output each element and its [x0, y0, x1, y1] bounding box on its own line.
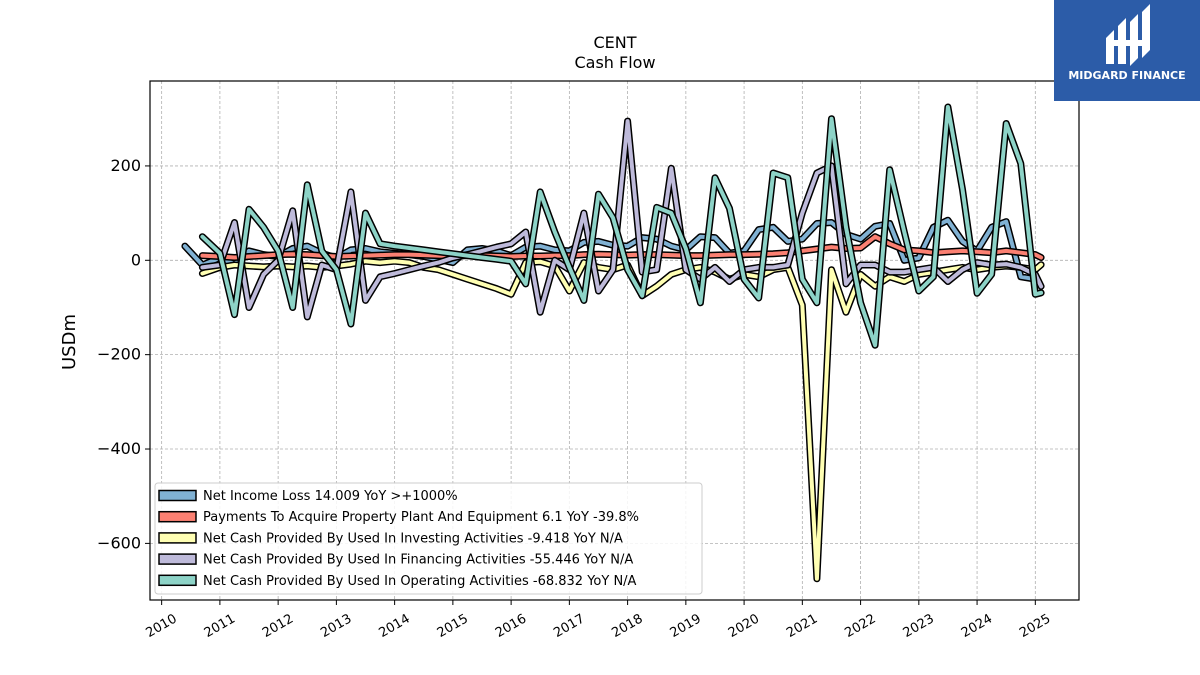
legend-swatch: [158, 532, 197, 544]
y-tick-label: 0: [131, 250, 141, 269]
legend-entry: Net Cash Provided By Used In Financing A…: [203, 553, 633, 568]
x-tick-label: 2021: [784, 611, 820, 641]
series-stroke: [200, 119, 1044, 319]
x-tick-label: 2011: [202, 611, 238, 641]
plot-frame: [149, 80, 1080, 601]
y-tick-label: −600: [97, 533, 141, 552]
legend-swatch: [158, 510, 197, 523]
series-4-line: [198, 117, 1045, 321]
legend-box: [154, 482, 703, 595]
x-tick-label: 2022: [842, 611, 878, 641]
chart-subtitle: Cash Flow: [574, 53, 655, 72]
x-tick-label: 2015: [435, 611, 471, 641]
x-tick-label: 2014: [376, 611, 412, 641]
x-tick-label: 2018: [609, 611, 645, 641]
legend-entry: Net Cash Provided By Used In Operating A…: [203, 574, 637, 589]
x-tick-label: 2019: [668, 611, 704, 641]
x-tick-label: 2017: [551, 611, 587, 641]
y-ticks: 200 0 −200 −400 −600: [97, 156, 150, 552]
legend-entry: Payments To Acquire Property Plant And E…: [203, 510, 639, 525]
x-tick-label: 2020: [726, 611, 762, 641]
series-lines: [181, 103, 1045, 583]
legend-swatch: [158, 489, 197, 502]
logo-text: MIDGARD FINANCE: [1068, 69, 1186, 82]
logo-mark-icon: [1106, 4, 1150, 66]
legend-swatch: [158, 574, 197, 587]
midgard-finance-logo: MIDGARD FINANCE: [1054, 0, 1200, 101]
x-tick-label: 2012: [260, 611, 296, 641]
y-tick-label: −200: [97, 345, 141, 364]
legend: Net Income Loss 14.009 YoY >+1000% Paymen…: [154, 482, 703, 595]
series-5-line: [198, 103, 1045, 349]
series-outline: [198, 103, 1045, 349]
legend-swatch: [158, 553, 197, 565]
x-ticks: 2010 2011 2012 2013 2014 2015 2016 2017 2018 2019…: [143, 600, 1053, 641]
x-tick-label: 2013: [318, 611, 354, 641]
y-axis-label: USDm: [59, 314, 80, 370]
x-tick-label: 2025: [1017, 611, 1053, 641]
chart-title: CENT: [593, 33, 636, 52]
legend-entry: Net Income Loss 14.009 YoY >+1000%: [203, 489, 458, 504]
legend-entry: Net Cash Provided By Used In Investing A…: [203, 531, 623, 546]
x-tick-label: 2016: [493, 611, 529, 641]
x-tick-label: 2024: [959, 611, 995, 641]
y-tick-label: −400: [97, 439, 141, 458]
x-tick-label: 2023: [901, 611, 937, 641]
series-stroke: [200, 105, 1044, 348]
y-tick-label: 200: [110, 156, 141, 175]
x-tick-label: 2010: [143, 611, 179, 641]
